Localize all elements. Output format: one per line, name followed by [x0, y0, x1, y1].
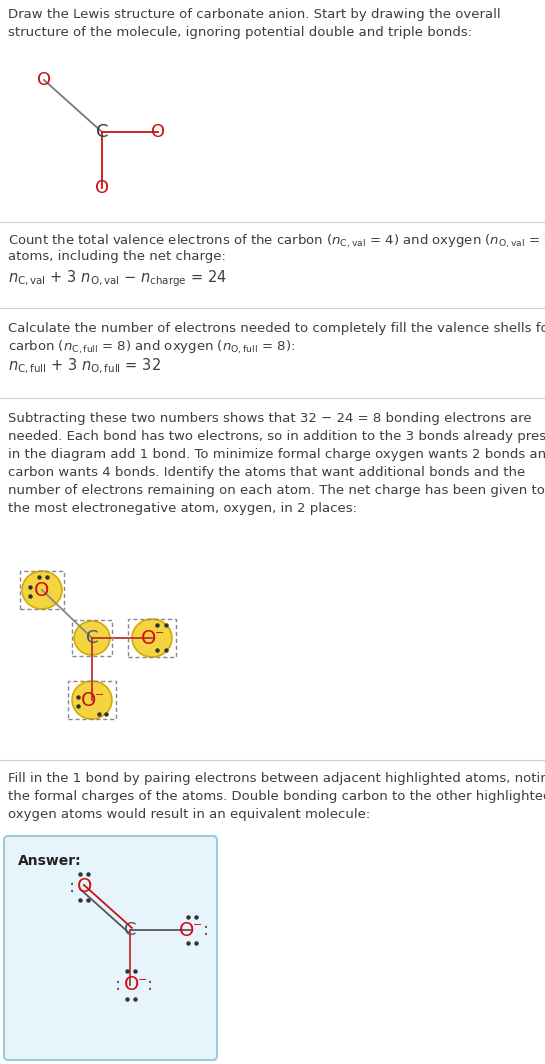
- Text: O: O: [141, 629, 157, 648]
- Text: carbon ($n_{\mathrm{C,full}}$ = 8) and oxygen ($n_{\mathrm{O,full}}$ = 8):: carbon ($n_{\mathrm{C,full}}$ = 8) and o…: [8, 339, 295, 356]
- Text: $n_{\mathrm{C,val}}$ + 3 $n_{\mathrm{O,val}}$ − $n_{\mathrm{charge}}$ = 24: $n_{\mathrm{C,val}}$ + 3 $n_{\mathrm{O,v…: [8, 268, 227, 288]
- Text: −: −: [193, 920, 203, 930]
- Text: $n_{\mathrm{C,full}}$ + 3 $n_{\mathrm{O,full}}$ = 32: $n_{\mathrm{C,full}}$ + 3 $n_{\mathrm{O,…: [8, 358, 161, 377]
- Ellipse shape: [132, 619, 172, 656]
- Text: −: −: [138, 975, 148, 985]
- Text: −: −: [155, 628, 165, 638]
- Text: O: O: [34, 581, 50, 599]
- Text: −: −: [95, 689, 105, 700]
- Text: :: :: [203, 921, 209, 940]
- Bar: [72, 620, 112, 656]
- Text: C: C: [124, 921, 136, 940]
- Text: :: :: [147, 976, 153, 994]
- Text: C: C: [86, 629, 98, 647]
- Text: O: O: [81, 691, 96, 710]
- Text: Answer:: Answer:: [18, 854, 82, 868]
- Text: O: O: [95, 179, 109, 197]
- Text: O: O: [124, 976, 140, 995]
- Text: O: O: [151, 123, 165, 142]
- Text: Calculate the number of electrons needed to completely fill the valence shells f: Calculate the number of electrons needed…: [8, 322, 545, 335]
- Ellipse shape: [74, 621, 110, 655]
- Text: O: O: [37, 71, 51, 89]
- Text: C: C: [96, 123, 108, 142]
- Bar: [68, 681, 116, 719]
- Ellipse shape: [72, 681, 112, 719]
- Bar: [20, 571, 64, 609]
- Text: O: O: [77, 878, 93, 897]
- Text: Fill in the 1 bond by pairing electrons between adjacent highlighted atoms, noti: Fill in the 1 bond by pairing electrons …: [8, 772, 545, 821]
- Text: O: O: [179, 920, 195, 940]
- Ellipse shape: [22, 571, 62, 609]
- Bar: [128, 619, 176, 656]
- Text: :: :: [115, 976, 121, 994]
- Text: atoms, including the net charge:: atoms, including the net charge:: [8, 250, 226, 263]
- Text: Count the total valence electrons of the carbon ($n_{\mathrm{C,val}}$ = 4) and o: Count the total valence electrons of the…: [8, 233, 545, 250]
- Text: Draw the Lewis structure of carbonate anion. Start by drawing the overall
struct: Draw the Lewis structure of carbonate an…: [8, 9, 501, 39]
- Text: Subtracting these two numbers shows that 32 − 24 = 8 bonding electrons are
neede: Subtracting these two numbers shows that…: [8, 412, 545, 515]
- FancyBboxPatch shape: [4, 836, 217, 1060]
- Text: :: :: [69, 878, 75, 896]
